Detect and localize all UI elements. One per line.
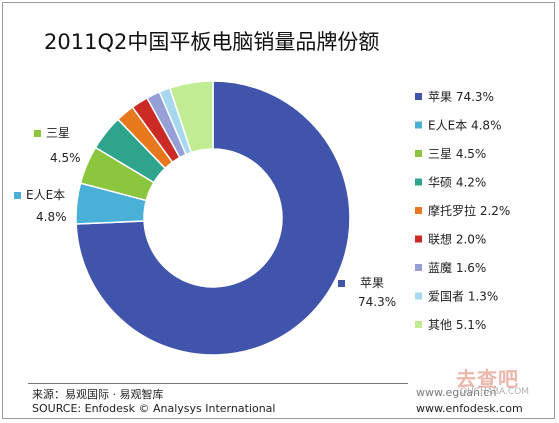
legend-swatch [415,121,422,129]
slice-9-segment [168,80,214,154]
watermark-logo: 去查吧 [456,367,519,391]
legend: 苹果 74.3% E人E本 4.8% 三星 4.5% 华硕 4.2% 摩托罗拉 2.2%… [415,90,510,332]
legend-swatch [415,150,422,157]
legend-label: 摩托罗拉 2.2% [428,203,510,218]
callout-value: 4.5% [50,151,81,165]
footer-divider [28,383,408,384]
legend-swatch [415,235,422,243]
callout-name: 苹果 [360,276,384,290]
callout-name: E人E本 [26,188,65,202]
legend-swatch [415,178,422,186]
callout-value: 74.3% [358,295,396,309]
callout-name: 三星 [46,126,70,140]
legend-label: 三星 4.5% [428,147,486,161]
source-site-2: www.enfodesk.com [416,402,523,415]
watermark-subtext: QUCHABA.COM [460,387,530,397]
legend-label: 华硕 4.2% [428,176,486,190]
callout-value: 4.8% [36,210,67,224]
chart-title: 2011Q2中国平板电脑销量品牌份额 [44,30,380,54]
callout-swatch [14,192,21,199]
slice-callouts: 苹果 74.3% E人E本 4.8% 三星 4.5% [14,126,396,309]
callout-swatch [338,280,345,287]
legend-label: E人E本 4.8% [428,119,501,133]
legend-swatch [415,93,422,100]
source-cn: 来源：易观国际 · 易观智库 [32,388,164,401]
legend-label: 蓝魔 1.6% [428,260,486,275]
legend-label: 其他 5.1% [428,318,486,332]
legend-label: 爱国者 1.3% [428,290,498,304]
slice-1-segment [75,80,351,356]
legend-swatch [415,264,422,271]
legend-swatch [415,292,422,300]
source-site-1: www.eguan.cn [416,386,497,399]
source-en: SOURCE: Enfodesk © Analysys Internationa… [32,402,276,415]
callout-swatch [34,130,41,137]
legend-swatch [415,321,422,328]
legend-label: 苹果 74.3% [428,90,494,104]
legend-label: 联想 2.0% [428,232,486,247]
donut-slices [75,80,351,356]
legend-swatch [415,207,422,214]
